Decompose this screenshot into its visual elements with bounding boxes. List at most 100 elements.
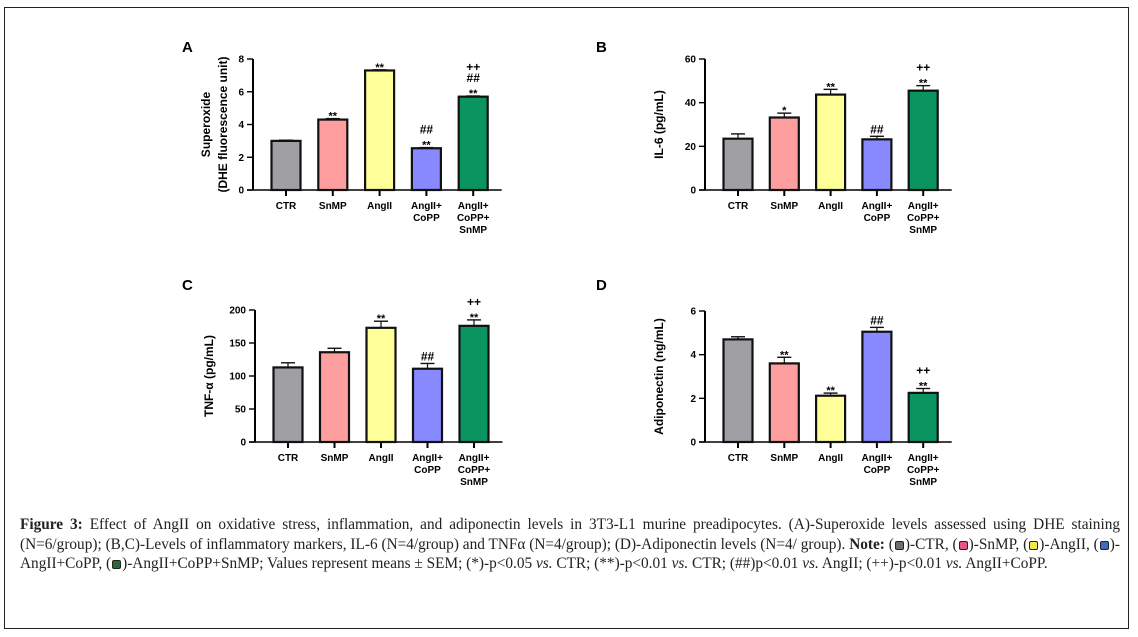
y-tick-label: 50	[235, 405, 247, 416]
x-tick-label: CoPP	[413, 213, 440, 224]
significance-label: ++	[916, 61, 930, 75]
panel-letter: D	[596, 277, 607, 294]
x-tick-label: SnMP	[321, 453, 349, 464]
y-axis-label-line2: (DHE fluorescence unit)	[216, 56, 230, 192]
bar	[861, 330, 893, 444]
y-tick-label: 8	[238, 55, 244, 66]
significance-label: **	[826, 81, 835, 93]
panel-d: D Adiponectin (ng/mL) 0 2 4 6 CTR SnMP ** AngII **…	[596, 277, 952, 488]
x-tick-label: CTR	[278, 453, 299, 464]
legend-item-angii-copp-snmp: ()-AngII+CoPP+SnMP;	[105, 555, 268, 572]
y-tick-label: 150	[229, 339, 246, 350]
significance-label: **	[329, 111, 338, 123]
y-tick-label: 6	[238, 87, 244, 98]
y-tick-label: 2	[690, 394, 696, 405]
x-tick-label: AngII	[818, 453, 843, 464]
bar	[814, 394, 847, 444]
y-tick-label: 0	[238, 186, 244, 197]
figure-caption: Figure 3: Effect of AngII on oxidative s…	[20, 516, 1120, 572]
panel-b: B IL-6 (pg/mL) 0 20 40 60 CTR SnMP * AngII ** AngII…	[596, 39, 952, 236]
significance-label: ++	[467, 295, 481, 309]
x-tick-label: CoPP	[864, 213, 891, 224]
significance-label: **	[780, 349, 789, 361]
y-tick-label: 0	[240, 438, 246, 449]
x-tick-label: SnMP	[459, 225, 487, 236]
bar	[907, 391, 939, 444]
y-tick-label: 60	[685, 55, 697, 66]
significance-label: ##	[467, 71, 481, 85]
significance-label: **	[377, 313, 386, 325]
y-tick-label: 0	[690, 438, 696, 449]
caption-label: Figure 3:	[20, 516, 83, 533]
y-tick-label: 6	[690, 307, 696, 318]
panel-letter: A	[182, 39, 193, 56]
x-tick-label: AngII	[367, 201, 392, 212]
bar	[318, 351, 351, 444]
x-tick-label: SnMP	[460, 477, 488, 488]
y-tick-label: 20	[685, 142, 697, 153]
bar	[907, 89, 939, 192]
legend-item-angii: ()-AngII,	[1023, 535, 1094, 553]
bar	[768, 362, 800, 444]
y-tick-label: 4	[690, 350, 696, 361]
y-tick-label: 0	[690, 186, 696, 197]
x-tick-label: CoPP+	[907, 465, 940, 476]
y-tick-label: 4	[238, 120, 244, 131]
x-tick-label: CoPP+	[907, 213, 940, 224]
x-tick-label: SnMP	[770, 453, 798, 464]
panel-letter: C	[182, 277, 193, 294]
x-tick-label: AngII+	[412, 453, 443, 464]
significance-label: **	[470, 312, 479, 324]
y-tick-label: 2	[238, 153, 244, 164]
legend-swatch-angii-copp	[1099, 540, 1109, 550]
legend-swatch-snmp	[958, 540, 968, 550]
bar	[458, 324, 490, 444]
bar	[722, 338, 754, 444]
figure-frame	[4, 7, 1129, 629]
significance-label: **	[375, 62, 384, 74]
bar	[410, 147, 442, 192]
significance-label: **	[919, 381, 928, 393]
note-label: Note:	[849, 535, 885, 553]
panel-a: A Superoxide (DHE fluorescence unit) 0 2 4 6 8 C…	[182, 39, 502, 236]
x-tick-label: AngII	[818, 201, 843, 212]
x-tick-label: SnMP	[319, 201, 347, 212]
bar	[457, 95, 489, 192]
significance-label: **	[826, 385, 835, 397]
legend-item-ctr: ()-CTR,	[888, 535, 953, 553]
x-tick-label: CTR	[728, 201, 749, 212]
x-tick-label: CTR	[276, 201, 297, 212]
bar	[411, 367, 444, 444]
bar	[722, 137, 754, 192]
x-tick-label: AngII+	[861, 201, 892, 212]
legend-swatch-ctr	[894, 540, 904, 550]
x-tick-label: CoPP	[864, 465, 891, 476]
figure-panels: A Superoxide (DHE fluorescence unit) 0 2 4 6 8 C…	[182, 39, 952, 488]
significance-label: *	[782, 105, 787, 117]
y-tick-label: 100	[229, 372, 246, 383]
x-tick-label: SnMP	[770, 201, 798, 212]
x-tick-label: AngII	[369, 453, 394, 464]
panel-c: C TNF-α (pg/mL) 0 50 100 150 200 CTR SnMP AngII **…	[182, 277, 503, 488]
bar	[768, 116, 800, 192]
x-tick-label: AngII+	[908, 453, 939, 464]
x-tick-label: CoPP	[414, 465, 441, 476]
significance-label: ++	[466, 60, 480, 74]
x-tick-label: SnMP	[909, 225, 937, 236]
bar	[365, 326, 397, 444]
significance-label: **	[919, 78, 928, 90]
bar	[364, 69, 396, 192]
significance-label: ##	[870, 122, 884, 136]
x-tick-label: AngII+	[908, 201, 939, 212]
caption-intro: Effect of AngII on oxidative stress, inf…	[20, 516, 1120, 553]
bar	[861, 138, 893, 192]
significance-label: ##	[870, 313, 884, 327]
y-axis-label: Superoxide	[199, 92, 213, 158]
x-tick-label: AngII+	[861, 453, 892, 464]
caption-tail: Values represent means ± SEM; (*)-p<0.05	[267, 555, 536, 572]
x-tick-label: AngII+	[411, 201, 442, 212]
x-tick-label: AngII+	[458, 201, 489, 212]
significance-label: **	[422, 140, 431, 152]
panel-letter: B	[596, 39, 607, 56]
significance-label: **	[469, 88, 478, 100]
